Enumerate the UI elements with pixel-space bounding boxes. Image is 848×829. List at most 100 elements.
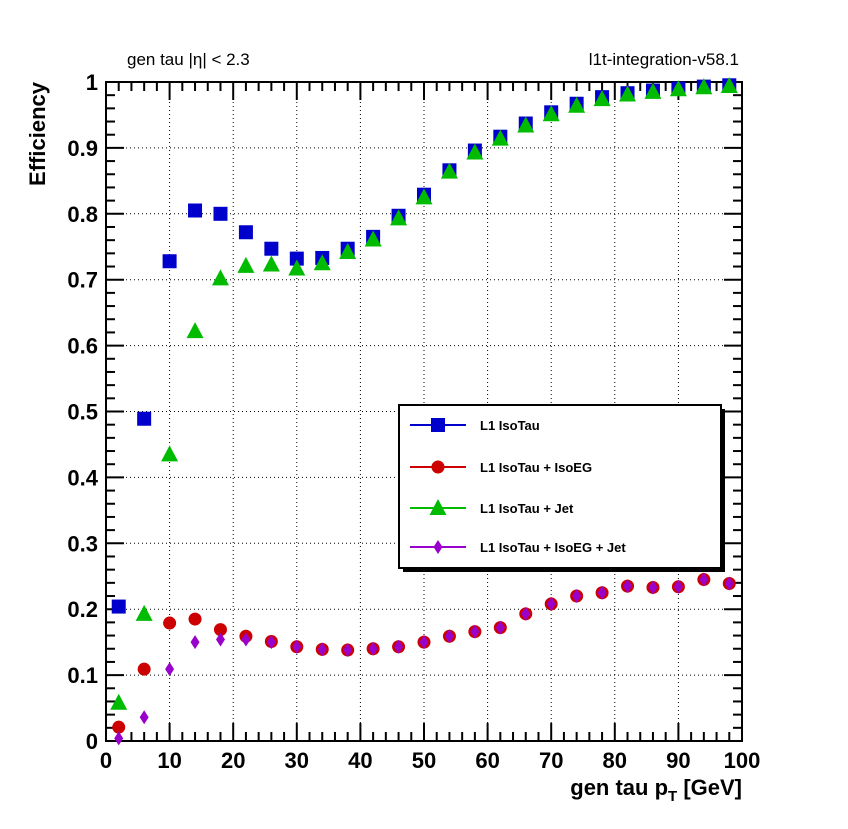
data-point xyxy=(470,624,480,639)
data-point xyxy=(188,612,202,626)
data-point xyxy=(466,143,484,160)
series-3 xyxy=(110,76,738,710)
x-tick-label: 90 xyxy=(666,748,690,773)
y-tick-label: 0.3 xyxy=(67,531,98,556)
y-tick-label: 0.6 xyxy=(67,334,98,359)
legend-entry: L1 IsoTau + IsoEG + Jet xyxy=(410,540,626,555)
legend-label: L1 IsoTau + IsoEG xyxy=(480,460,592,475)
legend-entry: L1 IsoTau + Jet xyxy=(410,499,574,516)
data-point xyxy=(215,632,225,647)
header-eta-cut: gen tau |η| < 2.3 xyxy=(127,50,250,69)
x-axis-title-subscript: T xyxy=(668,788,677,805)
legend-label: L1 IsoTau + IsoEG + Jet xyxy=(480,540,626,555)
data-point xyxy=(137,411,152,426)
y-tick-label: 1 xyxy=(86,70,98,95)
data-point xyxy=(699,572,709,587)
data-point xyxy=(339,243,357,260)
y-tick-label: 0.5 xyxy=(67,400,98,425)
x-tick-label: 30 xyxy=(285,748,309,773)
data-point xyxy=(394,639,404,654)
y-tick-label: 0 xyxy=(86,729,98,754)
plot-frame xyxy=(105,81,743,742)
x-tick-label: 100 xyxy=(724,748,761,773)
x-tick-label: 40 xyxy=(348,748,372,773)
data-point xyxy=(546,596,556,611)
header-version: l1t-integration-v58.1 xyxy=(589,50,739,69)
y-tick-label: 0.2 xyxy=(67,597,98,622)
legend-box xyxy=(398,404,722,569)
data-point xyxy=(165,662,175,677)
y-tick-label: 0.9 xyxy=(67,136,98,161)
data-point xyxy=(542,105,560,122)
data-point xyxy=(440,162,458,179)
data-point xyxy=(317,642,327,657)
data-point xyxy=(186,322,204,339)
data-point xyxy=(415,188,433,205)
legend-entries: L1 IsoTau L1 IsoTau + IsoEG L1 IsoTau + Je… xyxy=(410,418,626,555)
data-point xyxy=(238,225,253,240)
data-point xyxy=(669,80,687,97)
series-2 xyxy=(112,573,736,734)
data-point xyxy=(289,251,304,266)
data-point xyxy=(521,606,531,621)
data-point xyxy=(491,129,509,146)
data-point xyxy=(568,96,586,113)
y-tick-label: 0.8 xyxy=(67,202,98,227)
data-point xyxy=(288,259,306,276)
data-point xyxy=(720,76,738,93)
x-axis-title-unit: [GeV] xyxy=(677,775,742,800)
y-tick-label: 0.1 xyxy=(67,663,98,688)
data-point xyxy=(419,635,429,650)
data-point xyxy=(241,632,251,647)
legend-marker xyxy=(433,540,443,554)
x-tick-label: 70 xyxy=(539,748,563,773)
data-point xyxy=(623,579,633,594)
data-point xyxy=(262,255,280,272)
legend-marker xyxy=(429,499,447,515)
data-point xyxy=(673,579,683,594)
data-point xyxy=(695,78,713,95)
data-point xyxy=(162,254,177,269)
data-point xyxy=(135,604,153,621)
data-point xyxy=(292,639,302,654)
x-tick-label: 80 xyxy=(603,748,627,773)
data-point xyxy=(137,662,151,676)
data-point xyxy=(724,576,734,591)
data-point xyxy=(264,241,279,256)
y-tick-label: 0.7 xyxy=(67,268,98,293)
data-point xyxy=(597,585,607,600)
legend-entry: L1 IsoTau xyxy=(410,418,540,433)
legend-marker xyxy=(431,460,445,474)
legend-entry: L1 IsoTau + IsoEG xyxy=(410,460,592,475)
x-tick-label: 50 xyxy=(412,748,436,773)
x-tick-label: 10 xyxy=(157,748,181,773)
data-point xyxy=(313,254,331,271)
data-point xyxy=(112,720,126,734)
data-point xyxy=(111,599,126,614)
tick-labels: 0 10 20 30 40 50 60 70 80 90 100 0 0.1 0.2 0.3 0.4 0.5 0.… xyxy=(67,70,760,773)
data-point xyxy=(190,635,200,650)
legend-label: L1 IsoTau + Jet xyxy=(480,501,574,516)
data-point xyxy=(266,635,276,650)
data-point xyxy=(368,641,378,656)
data-point xyxy=(517,116,535,133)
data-point xyxy=(139,710,149,725)
data-point xyxy=(390,209,408,226)
x-axis-title: gen tau pT [GeV] xyxy=(570,775,742,805)
x-tick-label: 0 xyxy=(100,748,112,773)
axis-ticks xyxy=(105,81,743,742)
series-4 xyxy=(114,572,734,746)
y-tick-label: 0.4 xyxy=(67,465,98,490)
data-point xyxy=(163,616,177,630)
data-point xyxy=(213,206,228,221)
data-point xyxy=(444,629,454,644)
data-point xyxy=(648,580,658,595)
y-axis-title: Efficiency xyxy=(25,81,50,186)
data-point xyxy=(644,82,662,99)
data-point xyxy=(237,256,255,273)
x-tick-label: 20 xyxy=(221,748,245,773)
x-axis-title-main: gen tau p xyxy=(570,775,668,800)
x-tick-label: 60 xyxy=(475,748,499,773)
